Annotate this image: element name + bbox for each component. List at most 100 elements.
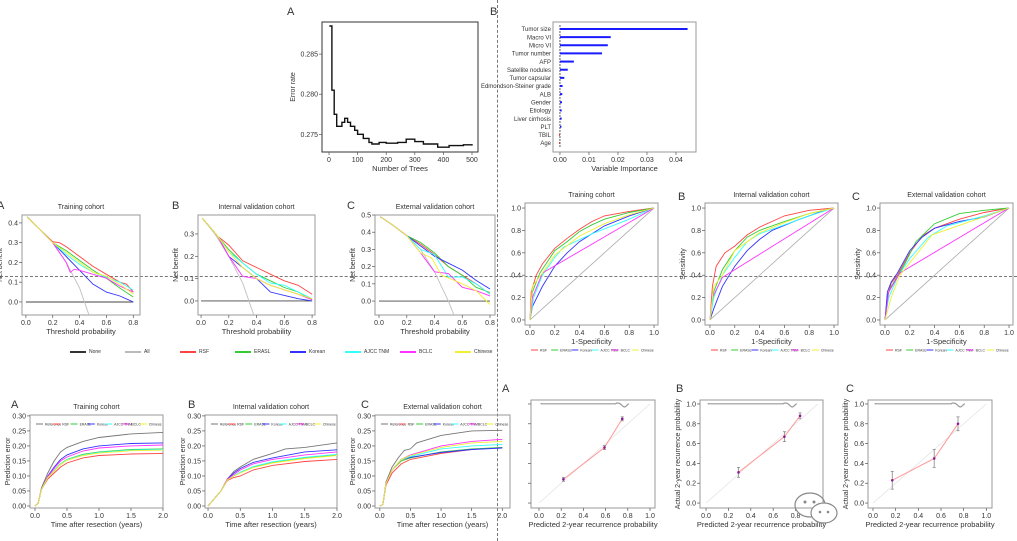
y-tick-label: 0.05 bbox=[12, 488, 26, 495]
legend-label: Chinese bbox=[323, 422, 336, 426]
x-tick-label: 0.01 bbox=[582, 157, 596, 164]
y-tick-label: 0.0 bbox=[8, 299, 18, 306]
series-line-korean bbox=[202, 218, 313, 302]
y-tick-label: 0.4 bbox=[686, 461, 696, 468]
legend-label: BCLC bbox=[306, 422, 316, 426]
x-tick-label: 0.03 bbox=[640, 157, 654, 164]
series-line-erasl bbox=[529, 207, 655, 321]
y-axis-label: Net benefit bbox=[0, 248, 4, 282]
legend-label: RSF bbox=[408, 422, 415, 426]
x-tick-label: 0.0 bbox=[534, 513, 544, 520]
x-tick-label: 0.4 bbox=[930, 330, 940, 337]
legend-label: BCLC bbox=[621, 348, 631, 352]
x-tick-label: 0.0 bbox=[880, 330, 890, 337]
y-tick-label: 0.0 bbox=[854, 501, 864, 508]
x-tick-label: 0.5 bbox=[235, 513, 245, 520]
y-tick-label: 0.8 bbox=[691, 228, 701, 235]
y-axis-label: Net benefit bbox=[350, 248, 357, 282]
plot-frame bbox=[374, 214, 496, 316]
plot-frame bbox=[204, 414, 338, 509]
y-tick-label: 0.8 bbox=[854, 421, 864, 428]
x-tick-label: 0.8 bbox=[624, 330, 634, 337]
legend-label: Chinese bbox=[821, 348, 834, 352]
y-tick-label: 0.05 bbox=[357, 488, 371, 495]
plot-frame bbox=[21, 214, 141, 316]
x-tick-label: 0.6 bbox=[102, 320, 112, 327]
series-line-ajcc-tnm bbox=[202, 218, 313, 300]
y-axis-label: Sensitivity bbox=[680, 248, 687, 280]
y-tick-label: 0.30 bbox=[357, 413, 371, 420]
series-line-ajcc-tnm bbox=[529, 207, 655, 321]
variable-label: Macro VI bbox=[527, 35, 551, 41]
y-tick-label: 0.0 bbox=[691, 317, 701, 324]
variable-label: Tumor size bbox=[522, 27, 552, 33]
x-tick-label: 0.2 bbox=[224, 320, 234, 327]
plot-area bbox=[872, 402, 987, 504]
x-tick-label: 0.4 bbox=[75, 320, 85, 327]
legend-label: BCLC bbox=[801, 348, 811, 352]
legend-label: RSF bbox=[540, 348, 547, 352]
y-tick-label: 1.0 bbox=[686, 401, 696, 408]
y-tick-label: 0.275 bbox=[300, 132, 318, 139]
x-tick-label: 0.0 bbox=[374, 320, 384, 327]
chart-title: Internal validation cohort bbox=[733, 192, 809, 199]
series-line-korean bbox=[379, 447, 503, 507]
x-tick-label: 0.4 bbox=[430, 320, 440, 327]
legend-label: Korean bbox=[97, 422, 108, 426]
variable-label: Gender bbox=[531, 100, 551, 106]
series-line-chinese bbox=[529, 207, 655, 321]
legend-item: Chinese bbox=[455, 349, 510, 355]
x-axis-label: Predicted 2-year recurrence probability bbox=[865, 520, 994, 529]
panel-letter: A bbox=[287, 6, 295, 18]
y-tick-label: 0.2 bbox=[866, 295, 876, 302]
series-line-korean bbox=[380, 216, 491, 290]
reference-diagonal bbox=[529, 207, 655, 321]
x-tick-label: 0.0 bbox=[525, 330, 535, 337]
y-axis-label: Error rate bbox=[290, 72, 297, 102]
y-axis-label: Actual 2-year recurrence probability bbox=[675, 398, 682, 509]
x-tick-label: 0.4 bbox=[913, 513, 923, 520]
legend-label: Reference bbox=[45, 422, 61, 426]
series-line-ajcc-tnm bbox=[34, 449, 163, 507]
chart-panel-8: A Training cohort Time after resection (ye… bbox=[5, 399, 168, 529]
chart-panel-11: A Predicted 2-year recurrence probability… bbox=[502, 383, 658, 529]
chart-title: Internal validation cohort bbox=[233, 404, 309, 411]
series-line-chinese bbox=[379, 440, 503, 507]
panel-letter: B bbox=[678, 191, 685, 203]
x-tick-label: 0.4 bbox=[746, 513, 756, 520]
series-line-error-rate bbox=[329, 25, 473, 148]
x-tick-label: 0.0 bbox=[705, 330, 715, 337]
x-tick-label: 400 bbox=[438, 157, 450, 164]
series-line-rsf bbox=[379, 446, 503, 507]
legend-item: All bbox=[125, 349, 180, 355]
y-tick-label: 0.00 bbox=[12, 503, 26, 510]
wechat-watermark-icon bbox=[794, 492, 838, 524]
legend-label: ERASL bbox=[254, 349, 271, 355]
chart-panel-4: C External validation cohort Threshold pro… bbox=[347, 200, 496, 336]
x-tick-label: 0 bbox=[327, 157, 331, 164]
x-tick-label: 0.02 bbox=[611, 157, 625, 164]
plot-area bbox=[207, 442, 337, 507]
plot-area bbox=[705, 402, 819, 504]
x-tick-label: 1.0 bbox=[981, 513, 991, 520]
plot-frame bbox=[552, 21, 697, 153]
plot-frame bbox=[867, 399, 993, 509]
y-tick-label: 0.3 bbox=[8, 240, 18, 247]
x-tick-label: 1.0 bbox=[268, 513, 278, 520]
panel-letter: B bbox=[490, 6, 497, 18]
y-tick-label: 0.0 bbox=[511, 317, 521, 324]
y-tick-label: 0.3 bbox=[361, 247, 371, 254]
y-tick-label: 0.25 bbox=[357, 428, 371, 435]
y-axis-label: Actual 2-year recurrence probability bbox=[843, 398, 850, 509]
x-tick-label: 0.00 bbox=[553, 157, 567, 164]
chart-panel-3: B Internal validation cohort Threshold pro… bbox=[172, 200, 317, 336]
calibration-line bbox=[563, 418, 623, 480]
calibration-point bbox=[603, 446, 606, 449]
series-line-rsf bbox=[26, 216, 134, 293]
legend-label: Chinese bbox=[641, 348, 654, 352]
legend-label: ERASL bbox=[425, 422, 437, 426]
legend-label: Chinese bbox=[996, 348, 1009, 352]
x-tick-label: 2.0 bbox=[158, 513, 168, 520]
plot-area bbox=[538, 402, 651, 504]
chart-legend: RSF ERASL Korean AJCC TNM BCLC Chinese bbox=[886, 348, 1009, 352]
